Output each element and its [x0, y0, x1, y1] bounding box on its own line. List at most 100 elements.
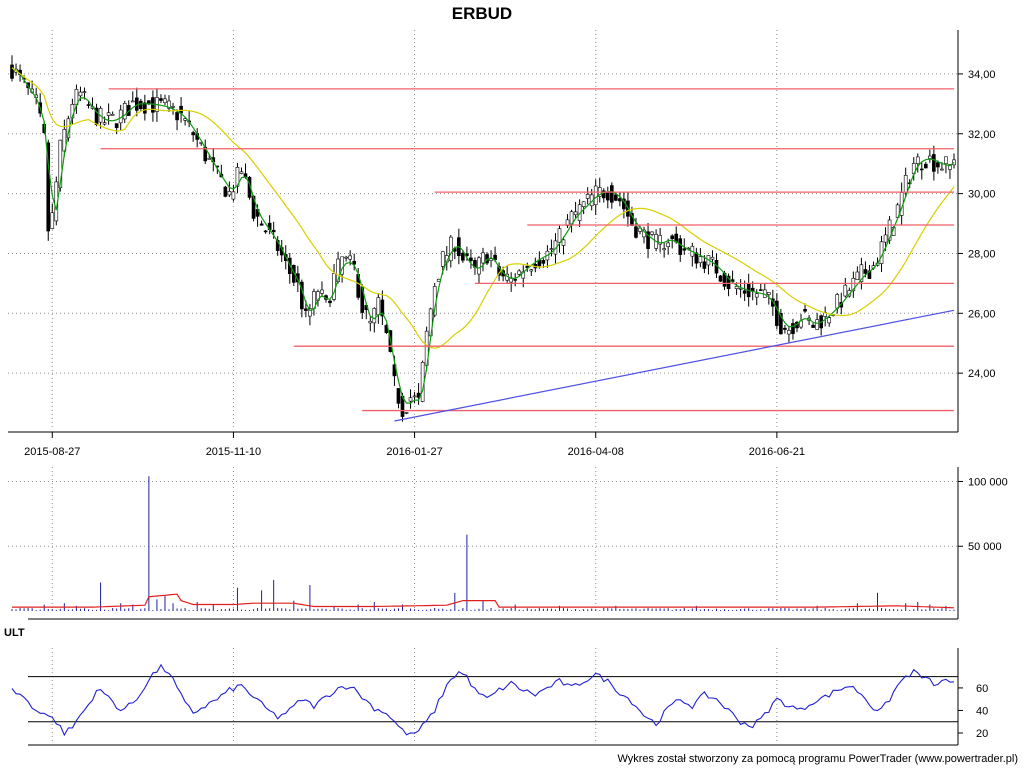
candle-body [151, 97, 155, 113]
candle-body [368, 320, 373, 324]
candle-body [734, 286, 739, 289]
x-tick-label: 2016-01-27 [386, 446, 442, 458]
candle-body [923, 163, 928, 169]
candle-body [271, 229, 276, 233]
candle-body [134, 97, 139, 111]
candle-body [682, 248, 687, 251]
chart-title: ERBUD [452, 4, 512, 23]
candle-body [771, 298, 775, 307]
trend-line [394, 309, 955, 422]
y-tick-label: 34,00 [968, 69, 996, 81]
candle-body [163, 98, 167, 103]
candle-body [529, 269, 534, 272]
candle-body [344, 256, 348, 259]
candle-body [750, 287, 755, 292]
candle-body [207, 158, 212, 160]
indicator-label: ULT [4, 627, 25, 639]
candle-body [903, 175, 908, 193]
y-tick-label: 100 000 [968, 476, 1008, 488]
volume-bars [11, 476, 955, 611]
ult-panel: 60 40 20 [11, 648, 988, 746]
moving-average-line [11, 67, 955, 404]
candle-body [936, 162, 940, 168]
candle-body [601, 190, 606, 199]
candle-body [811, 324, 815, 328]
candle-body [775, 300, 779, 326]
y-tick-label: 20 [976, 728, 988, 740]
candle-body [78, 91, 83, 97]
candle-body [585, 194, 590, 199]
candle-body [614, 194, 618, 201]
candle-body [143, 102, 147, 114]
ult-line [11, 663, 955, 737]
candle-body [915, 156, 920, 164]
candle-body [102, 122, 107, 125]
candle-body [791, 323, 795, 334]
y-tick-label: 26,00 [968, 308, 996, 320]
candle-body [114, 123, 119, 128]
candle-body [513, 279, 518, 281]
candle-body [758, 289, 763, 291]
y-tick-label: 30,00 [968, 189, 996, 201]
candle-body [787, 330, 791, 335]
x-tick-label: 2016-04-08 [568, 446, 624, 458]
candle-body [332, 273, 336, 300]
candle-body [561, 239, 566, 246]
candle-body [304, 308, 308, 311]
candle-body [646, 231, 650, 249]
candle-body [803, 308, 807, 312]
candle-body [110, 114, 115, 116]
candle-body [179, 105, 183, 114]
candle-body [106, 112, 111, 116]
candle-body [159, 98, 163, 101]
candle-body [291, 264, 296, 283]
y-tick-label: 60 [976, 683, 988, 695]
candle-body [259, 223, 264, 226]
candle-body [650, 231, 654, 235]
candle-body [835, 294, 840, 309]
candle-body [549, 248, 554, 250]
candle-body [175, 112, 179, 121]
moving-average-line [11, 67, 955, 349]
volume-average-line [12, 593, 955, 609]
candle-body [726, 275, 731, 290]
candle-body [461, 252, 465, 261]
candle-body [308, 308, 312, 317]
candle-body [754, 293, 759, 298]
price-panel: 34,00 32,00 30,00 28,00 26,00 24,00 2015-08-27… [8, 30, 996, 458]
candle-body [541, 260, 546, 264]
x-tick-label: 2016-06-21 [749, 446, 805, 458]
candle-body [593, 185, 598, 206]
candle-body [376, 297, 381, 316]
candle-body [662, 248, 666, 251]
candle-body [231, 191, 236, 200]
candle-body [678, 238, 683, 255]
candle-body [948, 164, 952, 170]
candle-body [779, 313, 783, 335]
candle-body [139, 100, 143, 110]
candle-body [952, 159, 956, 166]
x-tick-label: 2015-11-10 [206, 446, 261, 458]
candle-body [62, 129, 67, 152]
candle-body [167, 100, 171, 109]
candle-body [738, 287, 743, 290]
candle-body [557, 228, 562, 243]
candle-body [698, 256, 703, 264]
candle-body [859, 264, 864, 283]
candle-body [396, 388, 401, 404]
candle-body [658, 235, 662, 245]
candle-body [783, 327, 787, 330]
candle-body [481, 252, 485, 264]
candle-body [408, 397, 413, 402]
y-tick-label: 28,00 [968, 248, 996, 260]
candle-body [340, 256, 344, 275]
y-tick-label: 50 000 [968, 541, 1002, 553]
candle-body [742, 290, 747, 294]
candle-body [610, 185, 614, 203]
volume-panel: 100 000 50 000 [8, 467, 1008, 620]
candle-body [887, 219, 892, 241]
candle-body [404, 412, 409, 414]
candle-body [919, 168, 924, 171]
